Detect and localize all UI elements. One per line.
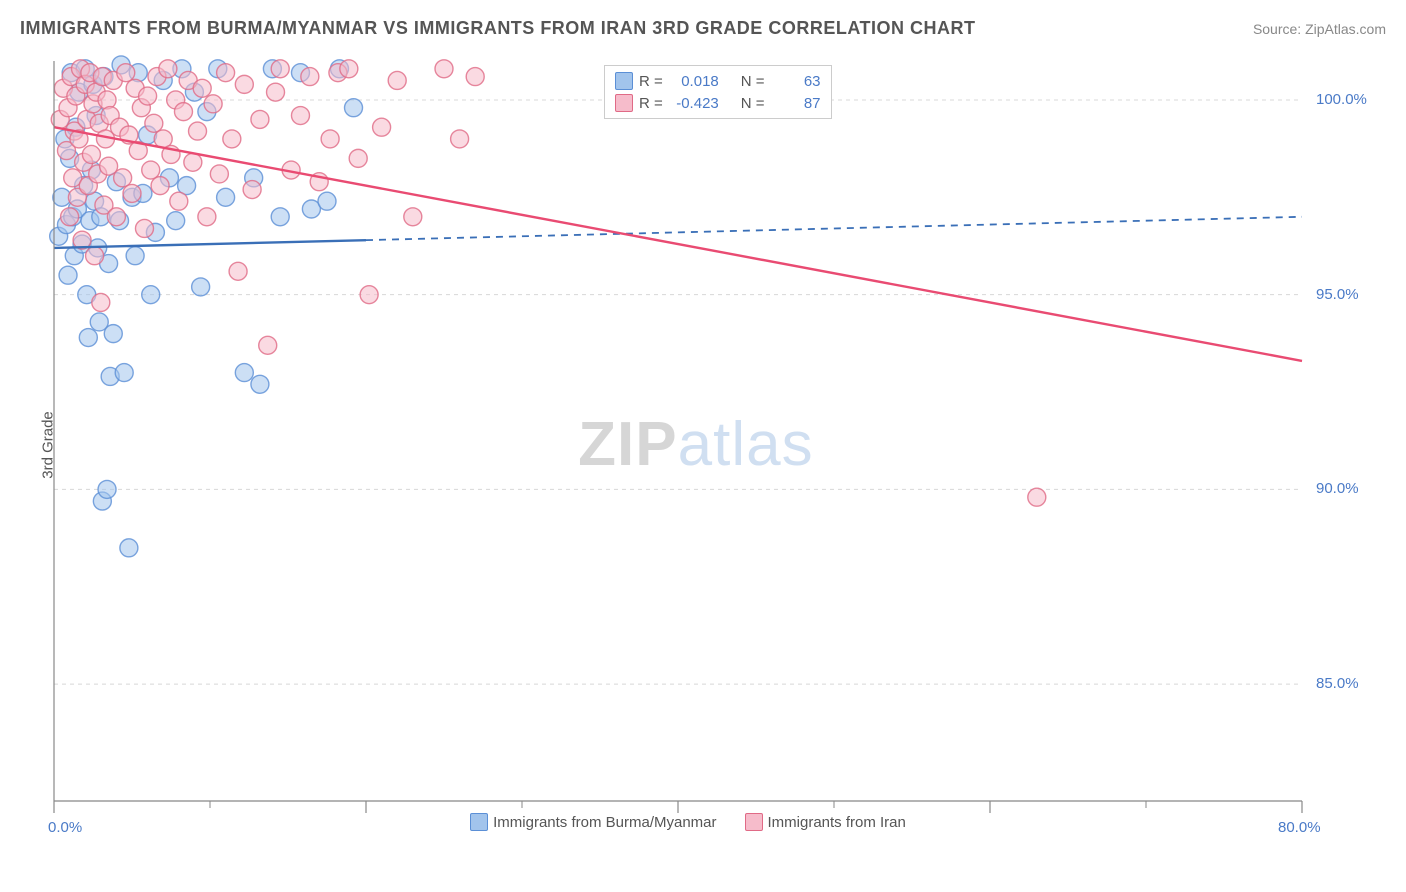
legend-swatch — [470, 813, 488, 831]
data-point — [259, 336, 277, 354]
data-point — [114, 169, 132, 187]
legend-row: R =0.018N =63 — [615, 70, 821, 92]
data-point — [193, 79, 211, 97]
correlation-legend: R =0.018N =63R =-0.423N =87 — [604, 65, 832, 119]
legend-swatch — [615, 94, 633, 112]
data-point — [79, 329, 97, 347]
data-point — [404, 208, 422, 226]
data-point — [107, 208, 125, 226]
legend-row: R =-0.423N =87 — [615, 92, 821, 114]
data-point — [235, 75, 253, 93]
legend-swatch — [615, 72, 633, 90]
data-point — [126, 247, 144, 265]
data-point — [145, 114, 163, 132]
data-point — [159, 60, 177, 78]
data-point — [117, 64, 135, 82]
data-point — [349, 149, 367, 167]
data-point — [271, 208, 289, 226]
data-point — [217, 64, 235, 82]
data-point — [174, 103, 192, 121]
data-point — [82, 145, 100, 163]
data-point — [204, 95, 222, 113]
data-point — [120, 539, 138, 557]
legend-swatch — [745, 813, 763, 831]
data-point — [167, 212, 185, 230]
data-point — [135, 219, 153, 237]
data-point — [115, 364, 133, 382]
data-point — [267, 83, 285, 101]
data-point — [86, 247, 104, 265]
data-point — [321, 130, 339, 148]
legend-item: Immigrants from Burma/Myanmar — [470, 813, 716, 831]
data-point — [251, 110, 269, 128]
data-point — [151, 177, 169, 195]
scatter-chart — [48, 55, 1382, 831]
data-point — [271, 60, 289, 78]
data-point — [345, 99, 363, 117]
data-point — [123, 184, 141, 202]
data-point — [217, 188, 235, 206]
data-point — [291, 107, 309, 125]
legend-label: Immigrants from Burma/Myanmar — [493, 814, 716, 831]
data-point — [98, 480, 116, 498]
data-point — [139, 87, 157, 105]
legend-item: Immigrants from Iran — [745, 813, 906, 831]
data-point — [301, 68, 319, 86]
chart-title: IMMIGRANTS FROM BURMA/MYANMAR VS IMMIGRA… — [20, 18, 975, 39]
data-point — [318, 192, 336, 210]
data-point — [189, 122, 207, 140]
y-tick-label: 95.0% — [1316, 286, 1359, 303]
data-point — [142, 161, 160, 179]
data-point — [251, 375, 269, 393]
data-point — [223, 130, 241, 148]
y-tick-label: 90.0% — [1316, 480, 1359, 497]
legend-label: Immigrants from Iran — [768, 814, 906, 831]
regression-line-extrapolated — [366, 217, 1302, 240]
data-point — [192, 278, 210, 296]
data-point — [170, 192, 188, 210]
data-point — [360, 286, 378, 304]
data-point — [243, 181, 261, 199]
data-point — [184, 153, 202, 171]
data-point — [98, 91, 116, 109]
data-point — [92, 293, 110, 311]
data-point — [373, 118, 391, 136]
data-point — [104, 325, 122, 343]
data-point — [198, 208, 216, 226]
chart-wrap: 3rd Grade ZIPatlas R =0.018N =63R =-0.42… — [48, 55, 1388, 835]
data-point — [1028, 488, 1046, 506]
data-point — [59, 266, 77, 284]
source-label: Source: ZipAtlas.com — [1253, 21, 1386, 37]
data-point — [229, 262, 247, 280]
data-point — [142, 286, 160, 304]
series-legend: Immigrants from Burma/Myanmar Immigrants … — [48, 813, 1328, 831]
data-point — [466, 68, 484, 86]
data-point — [388, 71, 406, 89]
data-point — [340, 60, 358, 78]
data-point — [210, 165, 228, 183]
y-tick-label: 85.0% — [1316, 675, 1359, 692]
y-tick-label: 100.0% — [1316, 91, 1367, 108]
data-point — [61, 208, 79, 226]
data-point — [235, 364, 253, 382]
data-point — [451, 130, 469, 148]
data-point — [435, 60, 453, 78]
